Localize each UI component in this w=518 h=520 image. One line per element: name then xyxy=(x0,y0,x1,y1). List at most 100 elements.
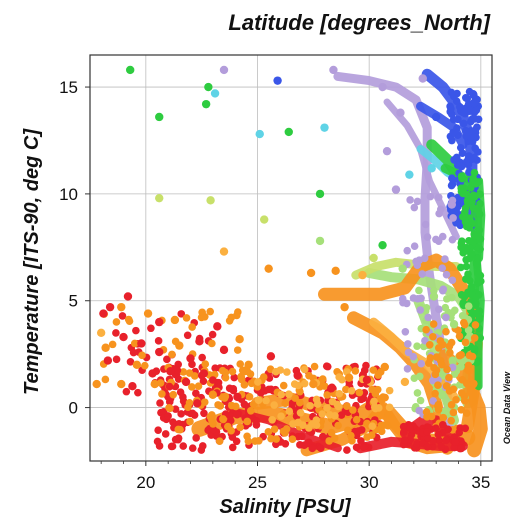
data-point xyxy=(300,441,309,449)
data-point xyxy=(347,386,356,395)
data-point xyxy=(155,193,164,203)
data-point xyxy=(377,427,386,436)
x-axis-label: Salinity [PSU] xyxy=(219,496,351,518)
data-point xyxy=(459,108,467,117)
data-point xyxy=(198,442,207,450)
data-point xyxy=(155,317,164,327)
data-point xyxy=(457,162,466,171)
data-point xyxy=(473,254,482,263)
data-point xyxy=(378,240,387,250)
data-point xyxy=(171,405,180,413)
data-point xyxy=(424,313,432,322)
data-point xyxy=(240,381,249,389)
data-point xyxy=(410,242,419,251)
data-point xyxy=(134,388,142,397)
data-point xyxy=(155,347,164,357)
data-point xyxy=(323,391,331,399)
data-point xyxy=(233,410,241,419)
data-point xyxy=(168,350,176,359)
data-point xyxy=(461,93,470,102)
data-point xyxy=(450,370,459,378)
data-point xyxy=(188,383,196,391)
data-point xyxy=(476,334,485,342)
plot-area-frame xyxy=(89,54,493,462)
data-point xyxy=(459,189,467,198)
data-point xyxy=(288,435,297,444)
data-point xyxy=(459,318,468,327)
data-point xyxy=(461,424,470,433)
data-point xyxy=(206,307,215,316)
data-point xyxy=(227,426,235,435)
data-point xyxy=(467,283,476,291)
data-point xyxy=(272,367,280,376)
data-point xyxy=(425,359,433,367)
data-point xyxy=(438,264,447,272)
data-point xyxy=(474,115,483,124)
data-point xyxy=(422,303,431,312)
data-point xyxy=(476,190,484,199)
x-tick-label: 20 xyxy=(136,473,155,492)
data-point xyxy=(208,330,217,339)
ocean-data-view-watermark: Ocean Data View xyxy=(502,371,512,444)
data-point xyxy=(471,300,479,308)
data-point xyxy=(122,387,131,396)
data-point xyxy=(176,425,184,434)
data-point xyxy=(220,394,229,402)
data-point xyxy=(200,398,209,406)
data-point xyxy=(399,422,408,431)
data-point xyxy=(161,430,170,438)
data-point xyxy=(209,425,218,434)
data-point xyxy=(457,444,466,453)
data-point xyxy=(335,389,344,398)
data-point xyxy=(450,156,459,164)
data-point xyxy=(185,398,194,407)
data-point xyxy=(318,375,327,383)
data-point xyxy=(132,326,140,335)
data-point xyxy=(306,402,314,410)
data-point xyxy=(186,417,194,426)
data-point xyxy=(399,298,407,307)
data-point xyxy=(476,235,485,243)
data-point xyxy=(467,194,475,202)
data-point xyxy=(466,133,475,142)
data-point xyxy=(357,395,365,404)
data-point xyxy=(403,246,412,255)
data-point xyxy=(266,352,276,361)
data-point xyxy=(434,237,443,246)
data-point xyxy=(322,362,331,370)
data-point xyxy=(455,351,464,360)
data-point xyxy=(198,353,206,362)
data-point xyxy=(228,367,237,376)
data-point xyxy=(226,411,234,420)
data-point xyxy=(470,168,479,177)
data-point xyxy=(310,362,319,371)
data-point xyxy=(358,270,367,280)
data-point xyxy=(423,428,431,436)
data-point xyxy=(452,396,460,404)
data-point xyxy=(323,404,331,412)
data-point xyxy=(371,404,380,413)
data-point xyxy=(382,146,392,156)
data-point xyxy=(374,371,382,379)
data-point xyxy=(406,435,415,444)
data-point xyxy=(400,436,409,444)
data-point xyxy=(462,379,471,388)
data-point xyxy=(385,386,394,395)
data-point xyxy=(272,435,281,443)
data-point xyxy=(439,285,448,294)
data-point xyxy=(438,340,447,349)
data-point xyxy=(296,398,304,407)
data-point xyxy=(457,406,466,414)
x-tick-label: 25 xyxy=(248,473,267,492)
data-point xyxy=(417,359,426,368)
data-point xyxy=(214,401,222,409)
data-point xyxy=(277,390,286,399)
data-point xyxy=(465,107,474,115)
data-point xyxy=(417,294,425,303)
data-point xyxy=(318,410,327,418)
data-point xyxy=(448,174,456,182)
data-point xyxy=(384,410,392,419)
data-point xyxy=(448,276,457,285)
data-point xyxy=(198,308,206,317)
data-point xyxy=(423,433,432,442)
